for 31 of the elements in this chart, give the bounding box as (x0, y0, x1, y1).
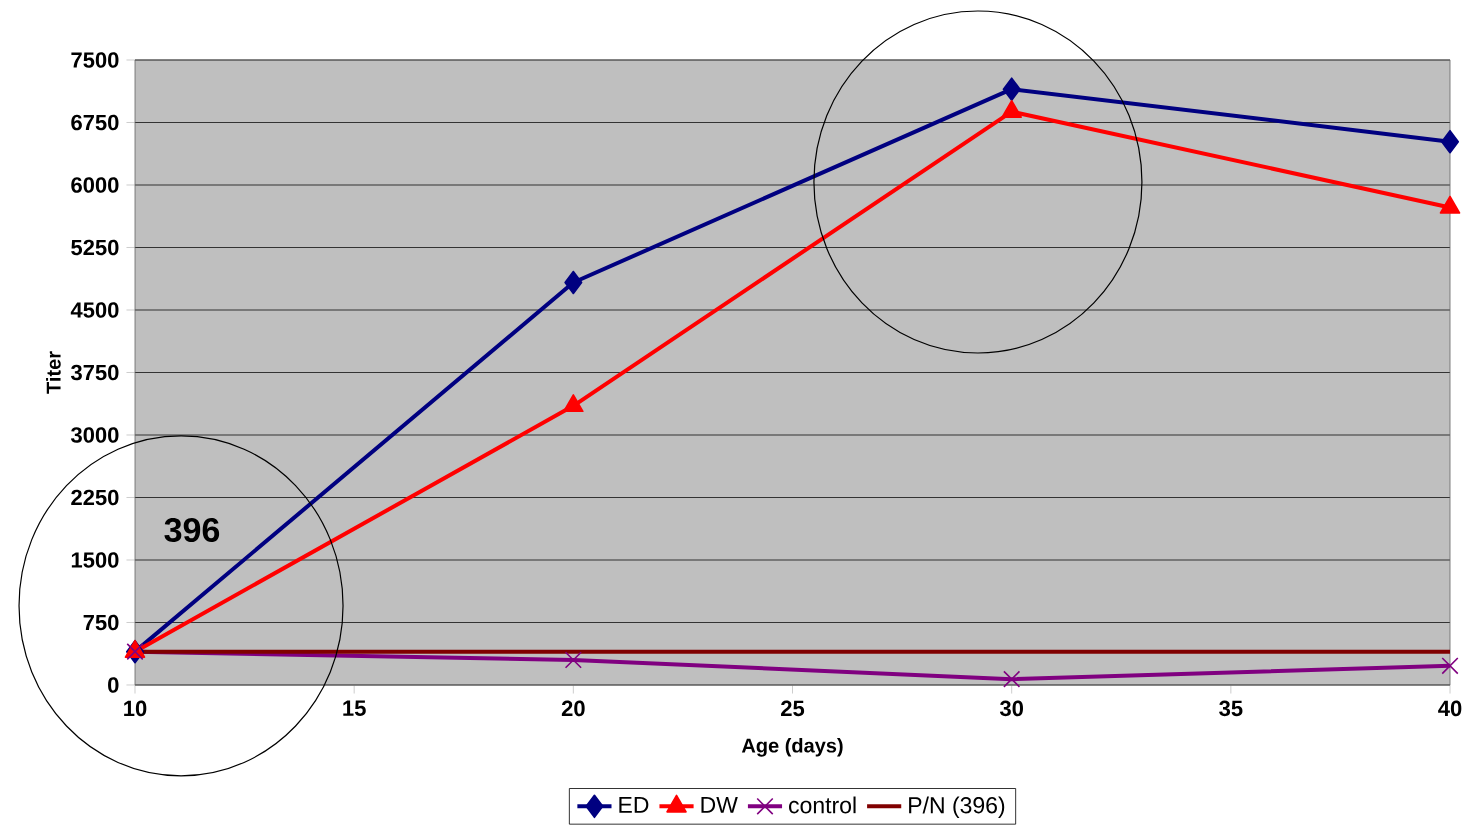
x-tick-label: 10 (124, 700, 147, 717)
y-tick-label: 1500 (71, 552, 119, 568)
y-axis-title: Titer (46, 351, 61, 394)
legend-label: control (789, 796, 856, 814)
y-tick-label: 4500 (70, 302, 119, 318)
x-axis-title: Age (days) (741, 737, 843, 757)
y-tick-label: 750 (83, 614, 119, 631)
x-tick-label: 40 (1438, 700, 1462, 717)
point (564, 270, 583, 295)
point (1440, 129, 1460, 154)
legend-label: DW (701, 796, 738, 813)
point (1002, 77, 1021, 101)
y-tick-label: 3000 (70, 427, 119, 443)
y-tick-label: 7500 (71, 52, 119, 68)
legend-label: P/N (396) (909, 796, 1005, 818)
x-tick-label: 15 (343, 700, 366, 716)
y-tick-label: 5250 (71, 239, 119, 256)
y-tick-label: 6000 (71, 177, 119, 193)
y-tick-label: 2250 (71, 489, 119, 506)
x-tick-label: 20 (561, 700, 585, 717)
annotation: 396 (164, 517, 220, 543)
point (1441, 657, 1459, 675)
y-tick-label: 3750 (70, 364, 119, 381)
x-tick-label: 35 (1219, 700, 1243, 717)
point (1003, 670, 1021, 688)
x-tick-label: 25 (781, 700, 805, 717)
point (564, 651, 582, 669)
x-tick-label: 30 (999, 700, 1023, 717)
legend-label: ED (619, 796, 649, 813)
y-tick-label: 6750 (71, 114, 119, 131)
y-tick-label: 0 (108, 677, 119, 693)
